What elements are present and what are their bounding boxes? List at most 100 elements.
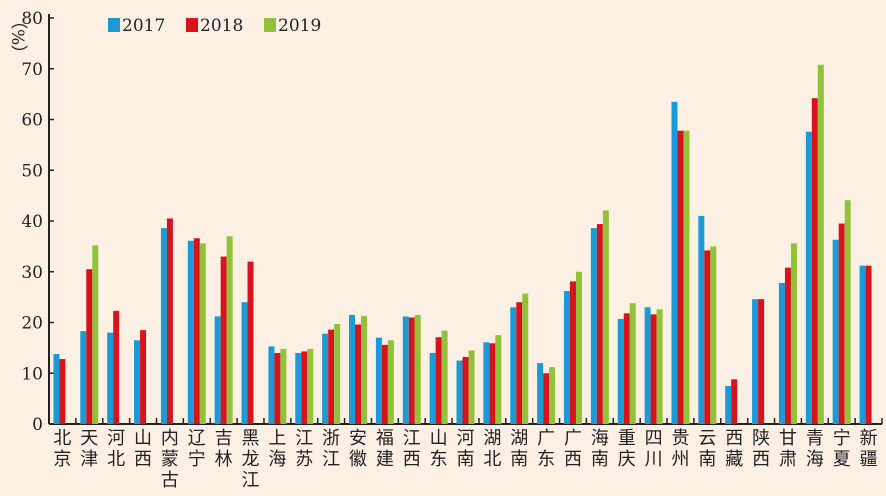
x-tick-label: 徽 — [349, 449, 367, 470]
x-tick-label: 西 — [752, 449, 770, 470]
x-tick-label: 湖 — [483, 428, 501, 449]
bar-2017 — [187, 240, 194, 424]
bar-2019 — [307, 348, 314, 424]
x-tick-label: 建 — [376, 449, 394, 470]
x-tick-label: 广 — [564, 428, 582, 449]
bar-2018 — [516, 302, 523, 424]
y-tick-label: 10 — [21, 364, 43, 384]
bar-2018 — [677, 130, 684, 425]
y-tick-label: 0 — [32, 415, 43, 435]
bar-2018 — [838, 223, 845, 424]
x-tick-label: 南 — [510, 449, 528, 470]
bar-2018 — [865, 265, 872, 424]
y-tick-label: 40 — [21, 212, 43, 232]
x-tick-label: 川 — [645, 449, 663, 470]
x-tick-label: 云 — [698, 428, 716, 449]
x-tick-label: 上 — [268, 428, 286, 449]
bar-2018 — [543, 373, 550, 424]
bar-2018 — [113, 310, 120, 424]
x-tick-label: 山 — [134, 428, 152, 449]
bar-2017 — [295, 352, 302, 424]
bar-2017 — [80, 331, 87, 424]
x-tick-label: 广 — [537, 428, 555, 449]
y-tick-label: 60 — [21, 111, 43, 131]
x-tick-label: 肃 — [779, 449, 797, 470]
bar-2019 — [226, 236, 233, 424]
legend-swatch-2018 — [186, 18, 198, 32]
bar-2018 — [247, 261, 254, 424]
bar-2017 — [375, 337, 382, 424]
bar-2018 — [462, 357, 469, 424]
bar-2017 — [671, 101, 678, 425]
x-tick-label: 海 — [591, 428, 609, 449]
bar-2018 — [704, 250, 711, 424]
bar-2019 — [790, 243, 797, 424]
x-tick-label: 湖 — [510, 428, 528, 449]
bar-2019 — [414, 314, 421, 424]
bar-2018 — [811, 98, 818, 424]
x-tick-label: 西 — [725, 428, 743, 449]
x-tick-label: 古 — [161, 470, 179, 491]
bar-2017 — [429, 352, 436, 424]
bar-2018 — [758, 299, 765, 424]
x-tick-label: 四 — [645, 428, 663, 449]
bar-2018 — [623, 313, 630, 424]
x-tick-label: 新 — [860, 428, 878, 449]
bar-2017 — [590, 228, 597, 424]
bar-2019 — [656, 309, 663, 424]
x-tick-label: 庆 — [618, 449, 636, 470]
bar-2018 — [381, 344, 388, 424]
bar-2017 — [456, 360, 463, 424]
bar-2018 — [193, 238, 200, 424]
bar-2018 — [784, 267, 791, 424]
x-tick-label: 龙 — [242, 449, 260, 470]
bar-2018 — [274, 352, 281, 424]
x-tick-label: 陕 — [752, 428, 770, 449]
legend-swatch-2019 — [264, 18, 276, 32]
legend-swatch-2017 — [108, 18, 120, 32]
bar-2019 — [361, 315, 368, 424]
bar-2018 — [650, 314, 657, 424]
x-tick-label: 河 — [107, 428, 125, 449]
bar-2017 — [805, 131, 812, 424]
bar-2017 — [53, 353, 60, 424]
bar-2019 — [468, 350, 475, 424]
x-tick-label: 海 — [268, 449, 286, 470]
x-tick-label: 甘 — [779, 428, 797, 449]
bar-2018 — [301, 351, 308, 424]
bar-2019 — [441, 330, 448, 424]
bar-2018 — [596, 224, 603, 424]
bar-2017 — [698, 215, 705, 424]
bar-2017 — [617, 318, 624, 424]
bar-2017 — [752, 299, 759, 424]
x-tick-label: 疆 — [860, 449, 878, 470]
bar-2017 — [725, 385, 732, 424]
bar-2018 — [86, 269, 93, 424]
y-axis-label: （%） — [7, 12, 27, 63]
x-tick-label: 江 — [295, 428, 313, 449]
bar-2017 — [349, 314, 356, 424]
bar-2019 — [92, 245, 99, 424]
x-tick-label: 南 — [591, 449, 609, 470]
bar-2019 — [844, 200, 851, 424]
bar-2017 — [644, 307, 651, 424]
x-tick-label: 北 — [107, 449, 125, 470]
bar-2018 — [731, 379, 738, 424]
x-tick-label: 林 — [215, 449, 233, 470]
bar-2018 — [408, 317, 415, 424]
bar-2019 — [199, 243, 206, 424]
bar-2017 — [778, 282, 785, 424]
bar-2018 — [166, 218, 173, 424]
bar-2019 — [495, 335, 502, 424]
bar-2019 — [549, 367, 556, 424]
x-tick-label: 吉 — [215, 428, 233, 449]
x-tick-label: 江 — [242, 470, 260, 491]
x-tick-label: 京 — [53, 449, 71, 470]
bar-2017 — [563, 291, 570, 424]
bar-2019 — [710, 246, 717, 424]
x-tick-label: 东 — [430, 449, 448, 470]
bar-2018 — [220, 256, 227, 424]
bar-2017 — [322, 333, 329, 424]
bar-2018 — [435, 337, 442, 424]
